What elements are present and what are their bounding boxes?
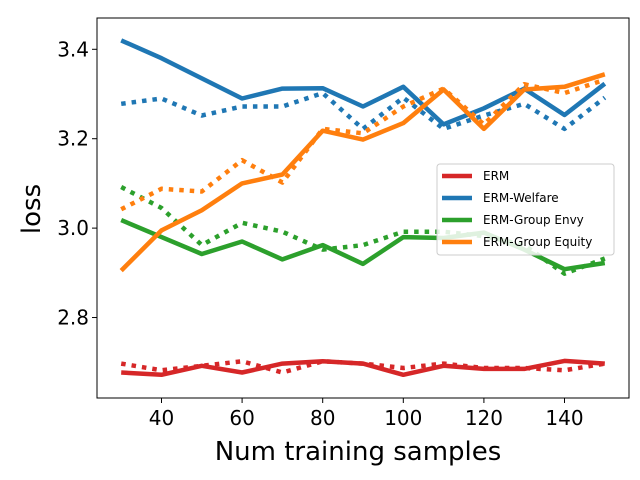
x-tick-label: 40 — [149, 406, 174, 430]
legend-label-erm-group-equity: ERM-Group Equity — [483, 235, 592, 249]
legend-label-erm-welfare: ERM-Welfare — [483, 191, 559, 205]
y-tick-label: 3.4 — [57, 37, 89, 61]
x-tick-label: 100 — [384, 406, 422, 430]
series-line-erm-welfare-dotted — [120, 90, 607, 132]
legend-items: ERM ERM-Welfare ERM-Group Envy ERM-Group Eq… — [442, 169, 592, 249]
x-tick-label: 60 — [229, 406, 254, 430]
series-layer — [119, 38, 607, 378]
y-tick-label: 3.0 — [57, 216, 89, 240]
x-axis-ticks: 40 60 80 100 120 140 — [149, 398, 584, 430]
legend-label-erm: ERM — [483, 169, 509, 183]
x-axis-label: Num training samples — [215, 437, 502, 467]
y-tick-label: 3.2 — [57, 127, 89, 151]
x-tick-label: 120 — [465, 406, 503, 430]
legend: ERM ERM-Welfare ERM-Group Envy ERM-Group Eq… — [436, 163, 615, 256]
y-axis-ticks: 2.8 3.0 3.2 3.4 — [57, 37, 97, 330]
series-line-erm — [121, 358, 605, 378]
y-tick-label: 2.8 — [57, 306, 89, 330]
legend-box — [436, 163, 615, 256]
series-line-erm-group-equity-dotted — [120, 77, 606, 212]
legend-label-erm-group-envy: ERM-Group Envy — [483, 213, 584, 227]
y-axis-label: loss — [17, 184, 47, 234]
plot-frame — [96, 17, 630, 399]
series-line-erm-group-equity — [119, 72, 606, 273]
x-tick-label: 80 — [310, 406, 335, 430]
x-tick-label: 140 — [545, 406, 583, 430]
